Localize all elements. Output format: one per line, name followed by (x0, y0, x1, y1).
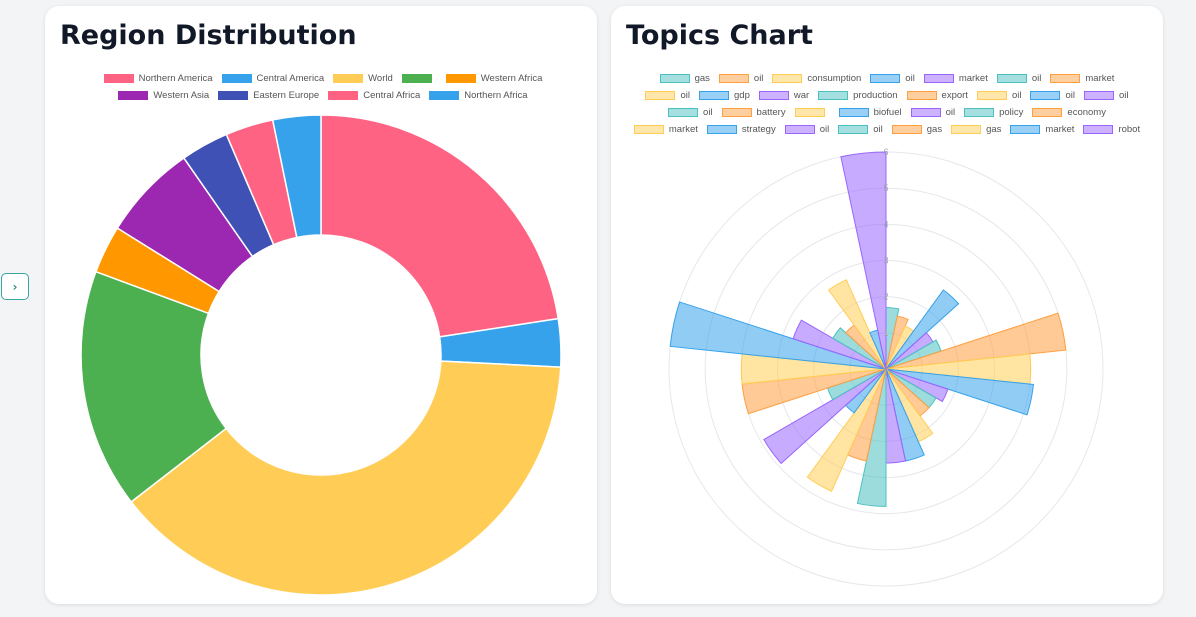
r-tick-label: 5 (883, 183, 888, 193)
doughnut-segment[interactable] (321, 115, 558, 337)
topics-chart-card: Topics Chart gas oil consumption oil market o… (611, 6, 1163, 604)
polar-area-chart: 1 2 3 4 5 6 (611, 6, 1163, 604)
r-tick-label: 6 (883, 147, 888, 157)
r-tick-label: 1 (883, 328, 888, 338)
r-tick-label: 4 (883, 219, 888, 229)
r-tick-label: 2 (883, 292, 888, 302)
r-tick-label: 3 (883, 256, 888, 266)
region-distribution-card: Region Distribution Northern America Cent… (45, 6, 597, 604)
next-button[interactable]: › (1, 273, 29, 300)
chevron-right-icon: › (13, 281, 18, 293)
doughnut-chart (45, 6, 597, 604)
